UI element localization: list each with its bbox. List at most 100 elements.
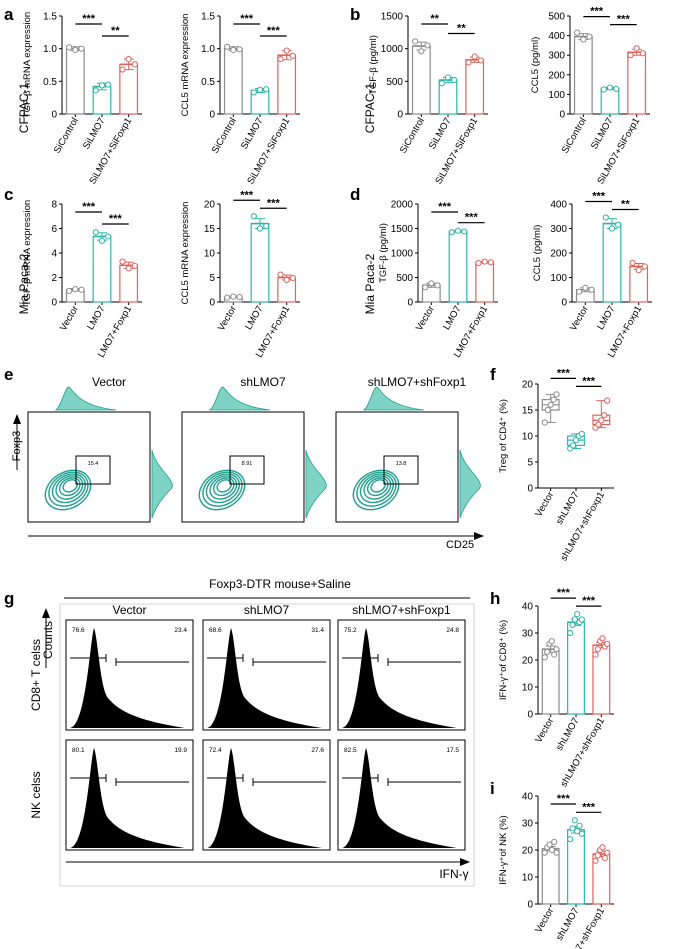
bar bbox=[475, 261, 495, 303]
flow-title: shLMO7+shFoxp1 bbox=[368, 375, 467, 389]
y-axis-title: Treg of CD4⁺ (%) bbox=[498, 399, 509, 473]
gate-left-percent: 80.1 bbox=[72, 747, 85, 754]
data-point bbox=[289, 52, 296, 59]
flow-title: shLMO7 bbox=[240, 375, 286, 389]
y-tick-label: 0 bbox=[527, 484, 533, 495]
y-tick-label: 10 bbox=[522, 873, 534, 884]
contour-ring bbox=[55, 475, 84, 500]
significance-label: *** bbox=[557, 587, 571, 599]
y-tick-label: 30 bbox=[522, 629, 534, 640]
y-tick-label: 0.5 bbox=[43, 77, 57, 88]
significance-label: *** bbox=[557, 367, 571, 379]
right-histogram bbox=[305, 449, 327, 519]
data-point bbox=[434, 282, 441, 289]
data-point bbox=[594, 646, 601, 653]
data-point bbox=[572, 437, 580, 444]
data-point bbox=[569, 825, 576, 832]
flow-g-row-label: NK celss bbox=[29, 771, 43, 818]
significance-label: *** bbox=[582, 375, 596, 387]
x-tick-label: SiLMO7 bbox=[589, 116, 616, 151]
data-point bbox=[548, 638, 555, 645]
y-tick-label: 10 bbox=[522, 432, 534, 443]
y-tick-label: 1500 bbox=[381, 12, 404, 23]
data-point bbox=[594, 852, 601, 859]
significance-label: *** bbox=[82, 201, 96, 213]
bar bbox=[573, 35, 593, 115]
significance-label: ** bbox=[621, 198, 630, 210]
data-point bbox=[567, 836, 574, 843]
data-point bbox=[131, 262, 138, 269]
y-tick-label: 0 bbox=[527, 900, 533, 911]
gate-right-percent: 24.8 bbox=[446, 627, 459, 634]
bar bbox=[448, 230, 468, 303]
data-point bbox=[224, 43, 231, 50]
contour-ring bbox=[363, 475, 392, 500]
x-tick-label: LMO7 bbox=[243, 304, 265, 332]
bar bbox=[92, 235, 112, 303]
contour-ring bbox=[216, 479, 232, 493]
y-tick-label: 40 bbox=[522, 602, 534, 613]
row-label-d: Mia Paca-2 bbox=[363, 253, 377, 314]
bar bbox=[411, 45, 431, 115]
data-point bbox=[465, 59, 472, 66]
data-point bbox=[571, 817, 578, 824]
significance-label: *** bbox=[438, 201, 452, 213]
significance-label: *** bbox=[582, 595, 596, 607]
data-point bbox=[615, 221, 622, 228]
contour-ring bbox=[62, 479, 78, 493]
data-point bbox=[78, 45, 85, 52]
gate-box bbox=[229, 455, 265, 485]
data-point bbox=[548, 846, 555, 854]
y-tick-label: 10 bbox=[522, 683, 534, 694]
data-point bbox=[567, 629, 574, 637]
contour-ring bbox=[209, 475, 238, 500]
significance-label: *** bbox=[592, 190, 606, 202]
data-point bbox=[119, 258, 126, 265]
data-point bbox=[608, 225, 616, 232]
row-label-b: CFPAC-1 bbox=[363, 82, 377, 133]
x-tick-label: SiControl bbox=[210, 116, 239, 155]
data-point bbox=[78, 286, 85, 293]
contour-ring bbox=[356, 471, 397, 507]
panel-label-g: g bbox=[4, 589, 14, 608]
data-point bbox=[263, 86, 270, 93]
x-tick-label: shLMO7 bbox=[554, 716, 581, 753]
significance-label: ** bbox=[111, 25, 120, 37]
y-tick-label: 0 bbox=[561, 298, 567, 309]
data-point bbox=[602, 214, 609, 221]
flow-g-column-title: Vector bbox=[112, 603, 146, 617]
histogram-fill bbox=[342, 628, 457, 728]
y-tick-label: 20 bbox=[204, 200, 216, 211]
y-tick-label: 300 bbox=[550, 224, 567, 235]
data-point bbox=[256, 225, 264, 232]
data-point bbox=[551, 651, 558, 658]
data-point bbox=[569, 621, 576, 629]
data-point bbox=[601, 855, 608, 862]
x-tick-label: shLMO7 bbox=[554, 906, 581, 943]
panel-label-b: b bbox=[350, 5, 360, 24]
data-point bbox=[541, 849, 548, 856]
data-point bbox=[454, 227, 462, 234]
data-point bbox=[569, 442, 577, 449]
y-tick-label: 40 bbox=[522, 792, 534, 803]
y-axis-title: IFN-γ⁺of NK (%) bbox=[498, 815, 509, 884]
data-point bbox=[613, 85, 620, 93]
gate-left-percent: 72.4 bbox=[209, 747, 222, 754]
data-point bbox=[571, 616, 578, 623]
x-tick-label: SiControl bbox=[52, 116, 81, 155]
data-point bbox=[629, 259, 636, 266]
significance-label: *** bbox=[582, 801, 596, 813]
data-point bbox=[66, 287, 73, 295]
data-point bbox=[553, 646, 560, 653]
contour-ring bbox=[212, 477, 235, 497]
gate-right-percent: 19.9 bbox=[174, 747, 187, 754]
x-tick-label: SiControl bbox=[398, 116, 427, 155]
histogram-fill bbox=[70, 628, 185, 728]
data-point bbox=[601, 412, 608, 419]
gate-percent: 8.91 bbox=[242, 461, 253, 467]
histogram-fill bbox=[207, 628, 322, 728]
